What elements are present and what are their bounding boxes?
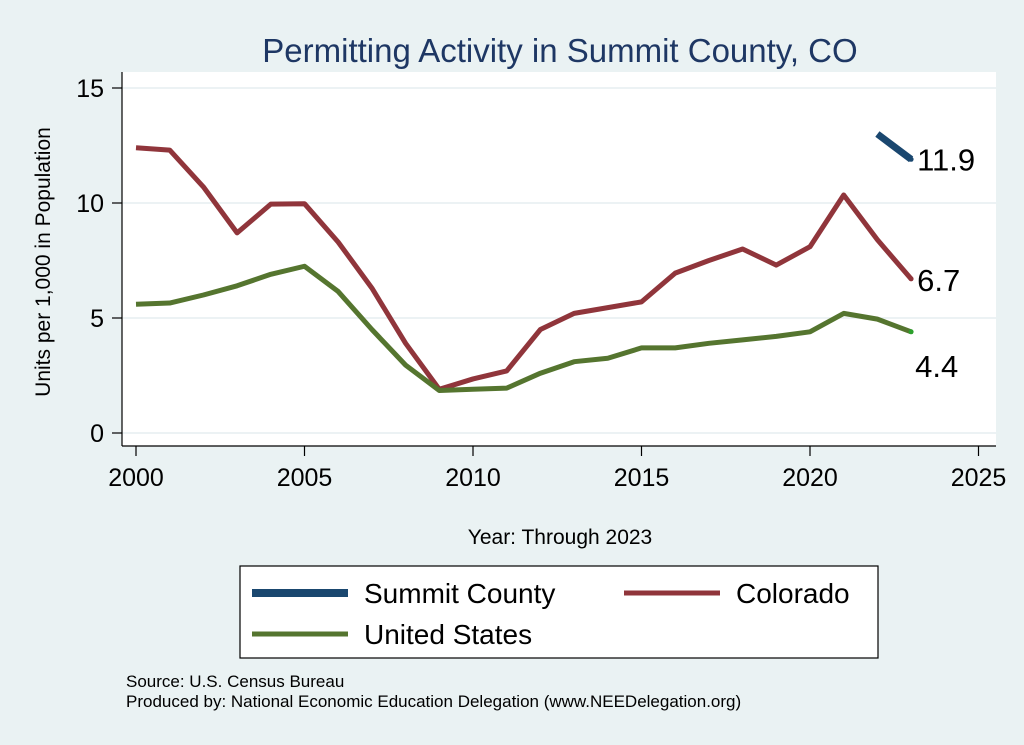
x-tick-label: 2015 xyxy=(614,464,670,492)
series-end-marker xyxy=(908,156,914,162)
source-note: Source: U.S. Census Bureau xyxy=(126,672,345,691)
end-labels: 11.9 6.7 4.4 xyxy=(915,142,975,383)
footer: Source: U.S. Census Bureau Produced by: … xyxy=(126,672,741,712)
series-line-united-states xyxy=(135,263,912,393)
grid-lines xyxy=(122,87,996,434)
x-tick-label: 2025 xyxy=(951,464,1007,492)
end-label: 6.7 xyxy=(917,263,960,298)
series-line-summit-county xyxy=(875,131,914,163)
y-tick-label: 10 xyxy=(76,190,104,218)
x-tick-label: 2010 xyxy=(445,464,501,492)
x-tick-label: 2020 xyxy=(782,464,838,492)
series-end-marker xyxy=(908,329,914,335)
end-label: 11.9 xyxy=(917,142,975,177)
y-ticks: 0 5 10 15 xyxy=(76,75,122,448)
plot-area xyxy=(122,72,996,446)
x-tick-label: 2005 xyxy=(277,464,333,492)
x-ticks: 2000 2005 2010 2015 2020 2025 xyxy=(108,446,1006,492)
x-tick-label: 2000 xyxy=(108,464,164,492)
y-tick-label: 15 xyxy=(76,75,104,103)
end-label: 4.4 xyxy=(915,349,958,384)
legend: Summit County Colorado United States xyxy=(252,578,850,650)
legend-label: Colorado xyxy=(736,578,850,609)
series-end-marker xyxy=(908,276,914,282)
legend-box xyxy=(239,565,879,659)
legend-label: Summit County xyxy=(364,578,555,609)
producer-note: Produced by: National Economic Education… xyxy=(126,692,742,711)
legend-label: United States xyxy=(364,619,532,650)
chart-title: Permitting Activity in Summit County, CO xyxy=(262,32,857,69)
x-axis-label: Year: Through 2023 xyxy=(468,526,653,549)
y-tick-label: 5 xyxy=(90,305,104,333)
series-lines xyxy=(135,131,914,393)
series-line-colorado xyxy=(135,145,913,392)
y-tick-label: 0 xyxy=(90,420,104,448)
y-axis-label: Units per 1,000 in Population xyxy=(32,127,55,397)
